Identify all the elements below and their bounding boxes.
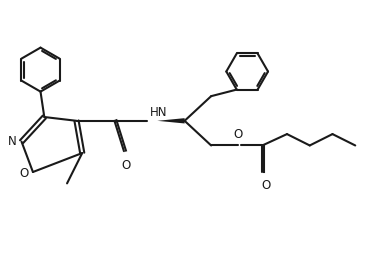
Text: O: O: [233, 128, 242, 141]
Polygon shape: [157, 119, 185, 124]
Text: N: N: [8, 135, 17, 148]
Text: O: O: [19, 167, 28, 180]
Text: O: O: [261, 178, 271, 191]
Text: HN: HN: [150, 105, 167, 118]
Text: O: O: [121, 158, 131, 171]
